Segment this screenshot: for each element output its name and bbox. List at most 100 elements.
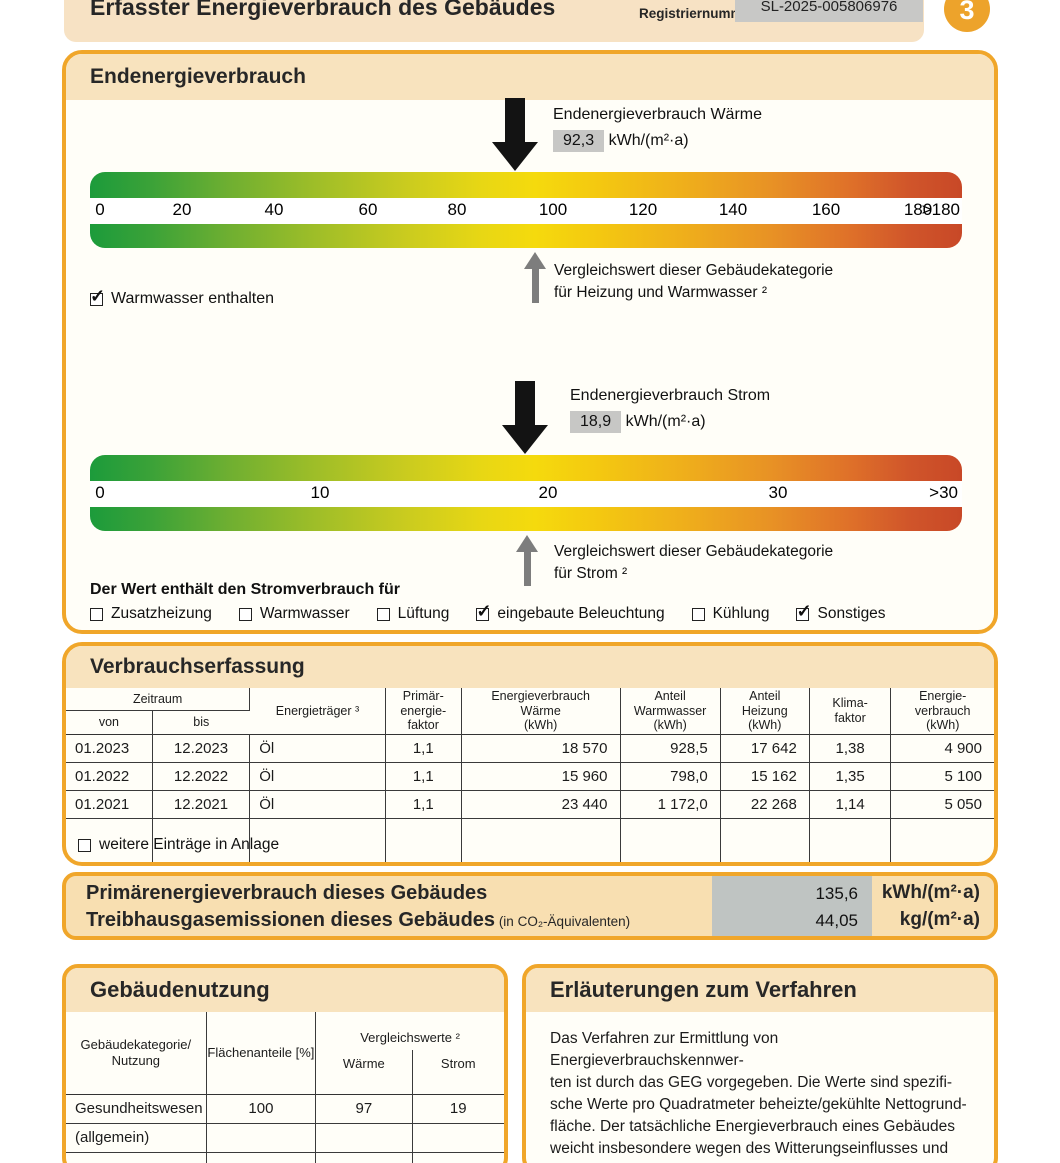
- col-header-flaechenanteile: Flächenanteile [%]: [206, 1012, 317, 1094]
- primary-energy-label: Primärenergieverbrauch dieses Gebäudes: [86, 882, 488, 904]
- scale-tick: 30: [768, 483, 788, 502]
- checkbox-label: Sonstiges: [817, 605, 886, 622]
- checkbox-label: Kühlung: [712, 605, 770, 622]
- section-header-strip: Erläuterungen zum Verfahren: [526, 968, 994, 1012]
- strom-scale-gradient-top: [90, 455, 962, 481]
- scale-tick: >30: [929, 483, 958, 502]
- checkbox-icon[interactable]: [78, 838, 91, 852]
- section-header-strip: Endenergieverbrauch: [66, 54, 994, 100]
- strom-scale-labels: 0 10 20 30 >30: [90, 481, 962, 507]
- col-header-anteil-heizung: Anteil Heizung (kWh): [720, 688, 810, 734]
- strom-includes-row: Zusatzheizung Warmwasser Lüftung eingeba…: [90, 601, 886, 623]
- checkbox-icon[interactable]: [691, 607, 705, 621]
- col-header-waerme: Wärme: [315, 1050, 413, 1094]
- ghg-value: 44,05: [815, 911, 858, 930]
- table-row: 01.2022 12.2022 Öl 1,1 15 960 798,0 15 1…: [66, 762, 994, 791]
- primary-energy-unit: kWh/(m²·a): [881, 882, 980, 903]
- table-row-empty: [66, 818, 994, 862]
- page-number-badge: 3: [944, 0, 990, 32]
- checkbox-icon[interactable]: [476, 601, 491, 622]
- scale-tick: 120: [628, 200, 658, 219]
- waerme-scale-bar: 0 20 40 60 80 100 120 140 160 180 >180: [90, 172, 962, 248]
- lueftung-checkbox[interactable]: Lüftung: [376, 605, 450, 623]
- primary-energy-value: 135,6: [815, 884, 858, 903]
- table-row: (allgemein): [66, 1123, 504, 1153]
- strom-value-arrow-icon: [502, 381, 548, 454]
- section-title: Verbrauchserfassung: [90, 655, 305, 678]
- strom-indicator-label: Endenergieverbrauch Strom: [570, 387, 771, 404]
- scale-tick: 160: [811, 200, 841, 219]
- checkbox-label: Lüftung: [397, 605, 450, 622]
- col-header-anteil-warmwasser: Anteil Warmwasser (kWh): [620, 688, 721, 734]
- checkbox-icon[interactable]: [796, 601, 812, 622]
- col-header-energieverbrauch-waerme: Energieverbrauch Wärme (kWh): [461, 688, 621, 734]
- section-verbrauchserfassung: Verbrauchserfassung Zeitraum Energieträg…: [62, 642, 998, 866]
- weitere-eintraege-checkbox[interactable]: weitere Einträge in Anlage: [78, 836, 279, 854]
- building-use-table-header: Gebäudekategorie/ Nutzung Flächenanteile…: [66, 1012, 504, 1094]
- scale-tick: 20: [538, 483, 558, 502]
- sonstiges-checkbox[interactable]: Sonstiges: [796, 601, 886, 623]
- col-header-klimafaktor: Klima- faktor: [809, 688, 892, 734]
- zusatzheizung-checkbox[interactable]: Zusatzheizung: [90, 605, 212, 623]
- strom-scale-gradient-bottom: [90, 507, 962, 531]
- strom-includes-title: Der Wert enthält den Stromverbrauch für: [90, 581, 400, 598]
- scale-tick: 60: [358, 200, 378, 219]
- scale-tick: >180: [921, 200, 960, 219]
- checkbox-icon[interactable]: [238, 607, 252, 621]
- building-use-table: Gebäudekategorie/ Nutzung Flächenanteile…: [66, 1012, 504, 1163]
- kuehlung-checkbox[interactable]: Kühlung: [691, 605, 770, 623]
- checkbox-label: Warmwasser enthalten: [111, 290, 275, 307]
- checkbox-label: eingebaute Beleuchtung: [497, 605, 665, 622]
- waerme-compare-text: Vergleichswert dieser Gebäudekategorie f…: [554, 262, 834, 301]
- strom-value-unit: kWh/(m²·a): [625, 413, 706, 430]
- scale-tick: 20: [172, 200, 192, 219]
- section-title: Gebäudenutzung: [90, 977, 270, 1002]
- checkbox-label: Zusatzheizung: [111, 605, 212, 622]
- registration-number-value: SL-2025-005806976: [735, 0, 923, 22]
- col-header-energieverbrauch: Energie- verbrauch (kWh): [914, 689, 971, 732]
- summary-band: Primärenergieverbrauch dieses Gebäudes T…: [62, 872, 998, 940]
- scale-tick: 180: [903, 200, 933, 219]
- scale-tick: 140: [718, 200, 748, 219]
- strom-compare-arrow-icon: [516, 535, 538, 586]
- waerme-indicator-label: Endenergieverbrauch Wärme: [553, 106, 762, 123]
- section-endenergieverbrauch: Endenergieverbrauch Endenergieverbrauch …: [62, 50, 998, 634]
- col-header-energietraeger: Energieträger ³: [249, 688, 386, 734]
- checkbox-icon[interactable]: [90, 607, 103, 621]
- consumption-table: Zeitraum Energieträger ³ Primär- energie…: [66, 688, 994, 862]
- checkbox-label: Warmwasser: [259, 605, 350, 622]
- section-gebaeudenutzung: Gebäudenutzung Gebäudekategorie/ Nutzung…: [62, 964, 508, 1163]
- warmwasser-checkbox[interactable]: Warmwasser: [238, 605, 350, 623]
- warmwasser-enthalten-checkbox[interactable]: Warmwasser enthalten: [90, 286, 275, 308]
- strom-indicator-value: 18,9 kWh/(m²·a): [570, 411, 706, 433]
- registration-number-label: Registriernummer:: [639, 6, 760, 21]
- waerme-value-chip: 92,3: [553, 130, 605, 152]
- waerme-scale-labels: 0 20 40 60 80 100 120 140 160 180 >180: [90, 198, 962, 224]
- page-title: Erfasster Energieverbrauch des Gebäudes: [90, 0, 556, 20]
- summary-values-box: [712, 876, 872, 936]
- checkbox-icon[interactable]: [90, 286, 105, 307]
- section-header-strip: Gebäudenutzung: [66, 968, 504, 1012]
- scale-tick: 0: [95, 200, 105, 219]
- waerme-value-arrow-icon: [492, 98, 538, 171]
- col-header-primaerenergiefaktor: Primär- energie- faktor: [385, 688, 462, 734]
- col-header-strom: Strom: [440, 1056, 476, 1071]
- consumption-table-header: Zeitraum Energieträger ³ Primär- energie…: [66, 688, 994, 734]
- waerme-compare-arrow-icon: [524, 252, 546, 303]
- section-title: Endenergieverbrauch: [90, 65, 306, 88]
- procedure-explanation-text: Das Verfahren zur Ermittlung von Energie…: [550, 1030, 967, 1163]
- waerme-value-unit: kWh/(m²·a): [608, 132, 689, 149]
- scale-tick: 40: [264, 200, 284, 219]
- ghg-label: Treibhausgasemissionen dieses Gebäudes (…: [86, 909, 631, 931]
- scale-tick: 100: [538, 200, 568, 219]
- waerme-scale-gradient-bottom: [90, 224, 962, 248]
- eingebaute-beleuchtung-checkbox[interactable]: eingebaute Beleuchtung: [476, 601, 665, 623]
- table-row: Gesundheitswesen 100 97 19: [66, 1094, 504, 1124]
- strom-compare-text: Vergleichswert dieser Gebäudekategorie f…: [554, 543, 834, 582]
- scale-tick: 0: [95, 483, 105, 502]
- checkbox-icon[interactable]: [376, 607, 390, 621]
- col-header-zeitraum: Zeitraum: [66, 688, 251, 711]
- col-header-von: von: [66, 710, 153, 734]
- col-header-vergleichswerte: Vergleichswerte ²: [360, 1029, 460, 1045]
